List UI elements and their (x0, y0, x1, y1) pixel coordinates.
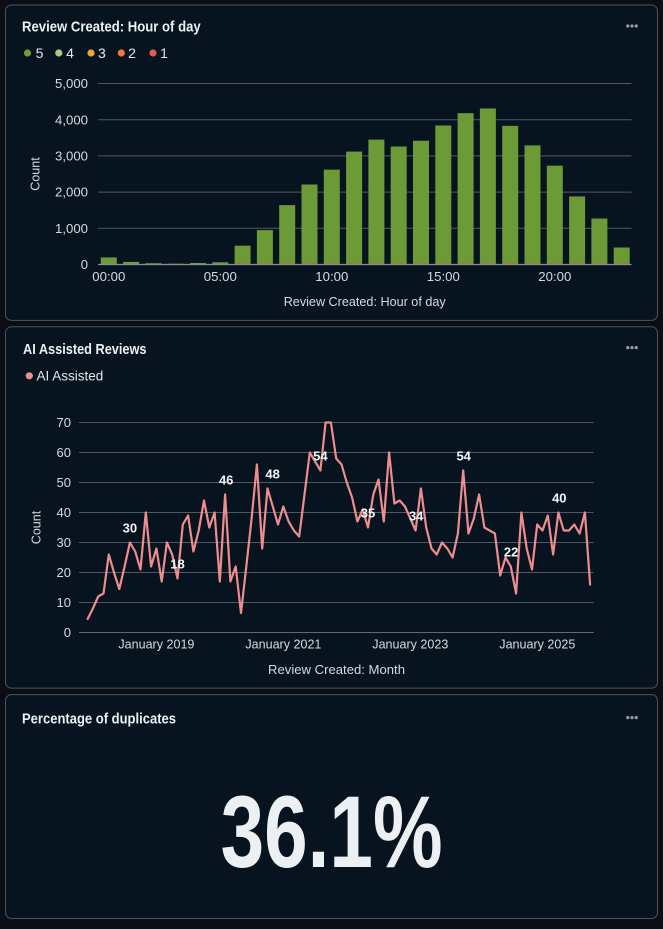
svg-text:34: 34 (409, 508, 424, 523)
svg-text:30: 30 (57, 535, 71, 550)
svg-text:30: 30 (123, 520, 137, 535)
svg-text:20: 20 (57, 565, 71, 580)
svg-text:35: 35 (361, 505, 375, 520)
svg-text:Count: Count (29, 157, 43, 191)
svg-text:Count: Count (30, 510, 44, 544)
svg-text:3,000: 3,000 (55, 149, 88, 164)
svg-text:5,000: 5,000 (55, 76, 88, 91)
svg-text:3: 3 (98, 45, 106, 61)
svg-text:36.1%: 36.1% (221, 775, 443, 889)
svg-text:5: 5 (36, 45, 44, 61)
svg-text:0: 0 (81, 257, 88, 272)
svg-text:AI Assisted: AI Assisted (37, 368, 104, 383)
svg-text:46: 46 (219, 472, 233, 487)
svg-text:15:00: 15:00 (427, 269, 460, 284)
svg-text:1,000: 1,000 (55, 221, 88, 236)
svg-text:Percentage of duplicates: Percentage of duplicates (22, 711, 176, 728)
svg-text:Review Created: Month: Review Created: Month (268, 662, 405, 677)
svg-text:00:00: 00:00 (92, 269, 125, 284)
svg-text:10:00: 10:00 (315, 269, 348, 284)
svg-text:20:00: 20:00 (538, 269, 571, 284)
svg-text:18: 18 (170, 556, 184, 571)
svg-text:48: 48 (265, 466, 279, 481)
svg-text:10: 10 (57, 595, 71, 610)
svg-text:4: 4 (66, 45, 74, 61)
svg-text:50: 50 (57, 475, 71, 490)
svg-text:60: 60 (57, 445, 71, 460)
svg-text:22: 22 (504, 544, 518, 559)
svg-text:0: 0 (64, 625, 71, 640)
svg-text:70: 70 (57, 415, 71, 430)
svg-text:54: 54 (313, 448, 328, 463)
svg-text:January 2023: January 2023 (372, 637, 448, 652)
svg-text:AI Assisted Reviews: AI Assisted Reviews (23, 341, 147, 358)
svg-text:Review Created: Hour of day: Review Created: Hour of day (22, 19, 201, 36)
svg-text:2,000: 2,000 (55, 185, 88, 200)
svg-text:January 2019: January 2019 (118, 637, 194, 652)
svg-text:January 2025: January 2025 (499, 637, 575, 652)
svg-text:1: 1 (160, 45, 168, 61)
svg-text:January 2021: January 2021 (245, 637, 321, 652)
svg-text:40: 40 (552, 490, 566, 505)
svg-text:4,000: 4,000 (55, 112, 88, 127)
svg-text:40: 40 (57, 505, 71, 520)
svg-text:2: 2 (128, 45, 136, 61)
svg-text:Review Created: Hour of day: Review Created: Hour of day (284, 294, 446, 309)
svg-text:54: 54 (456, 448, 471, 463)
svg-text:05:00: 05:00 (204, 269, 237, 284)
